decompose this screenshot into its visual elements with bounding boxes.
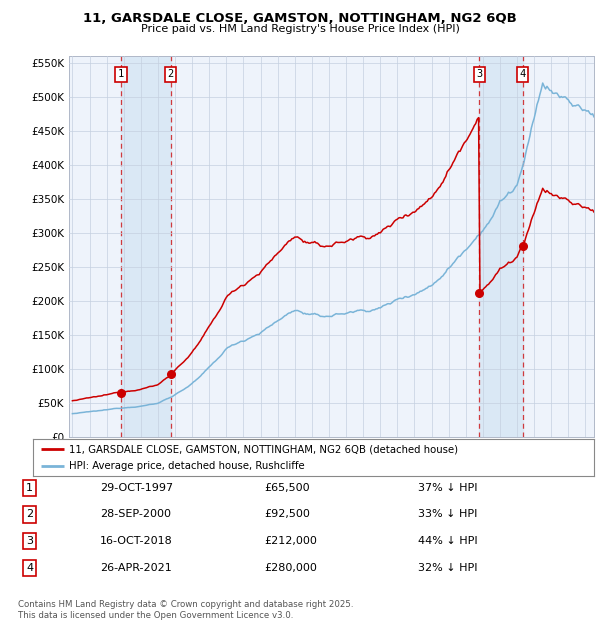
Text: 2: 2 bbox=[167, 69, 174, 79]
Text: 4: 4 bbox=[520, 69, 526, 79]
Text: £280,000: £280,000 bbox=[265, 563, 317, 573]
Text: 1: 1 bbox=[26, 483, 33, 493]
Text: £65,500: £65,500 bbox=[265, 483, 310, 493]
Text: £212,000: £212,000 bbox=[265, 536, 317, 546]
Text: 32% ↓ HPI: 32% ↓ HPI bbox=[418, 563, 477, 573]
Text: 16-OCT-2018: 16-OCT-2018 bbox=[100, 536, 173, 546]
Text: 37% ↓ HPI: 37% ↓ HPI bbox=[418, 483, 477, 493]
Text: 11, GARSDALE CLOSE, GAMSTON, NOTTINGHAM, NG2 6QB: 11, GARSDALE CLOSE, GAMSTON, NOTTINGHAM,… bbox=[83, 12, 517, 25]
Text: 29-OCT-1997: 29-OCT-1997 bbox=[100, 483, 173, 493]
Text: 11, GARSDALE CLOSE, GAMSTON, NOTTINGHAM, NG2 6QB (detached house): 11, GARSDALE CLOSE, GAMSTON, NOTTINGHAM,… bbox=[70, 444, 458, 454]
Text: 2: 2 bbox=[26, 510, 33, 520]
Text: 44% ↓ HPI: 44% ↓ HPI bbox=[418, 536, 477, 546]
Text: Contains HM Land Registry data © Crown copyright and database right 2025.
This d: Contains HM Land Registry data © Crown c… bbox=[18, 600, 353, 619]
Text: 4: 4 bbox=[26, 563, 33, 573]
Text: Price paid vs. HM Land Registry's House Price Index (HPI): Price paid vs. HM Land Registry's House … bbox=[140, 24, 460, 33]
Text: HPI: Average price, detached house, Rushcliffe: HPI: Average price, detached house, Rush… bbox=[70, 461, 305, 471]
Text: 1: 1 bbox=[118, 69, 124, 79]
Text: 28-SEP-2000: 28-SEP-2000 bbox=[100, 510, 171, 520]
Text: £92,500: £92,500 bbox=[265, 510, 311, 520]
Text: 26-APR-2021: 26-APR-2021 bbox=[100, 563, 172, 573]
Text: 3: 3 bbox=[26, 536, 33, 546]
Text: 3: 3 bbox=[476, 69, 482, 79]
Text: 33% ↓ HPI: 33% ↓ HPI bbox=[418, 510, 477, 520]
Bar bbox=[479, 56, 523, 437]
Bar bbox=[121, 56, 170, 437]
